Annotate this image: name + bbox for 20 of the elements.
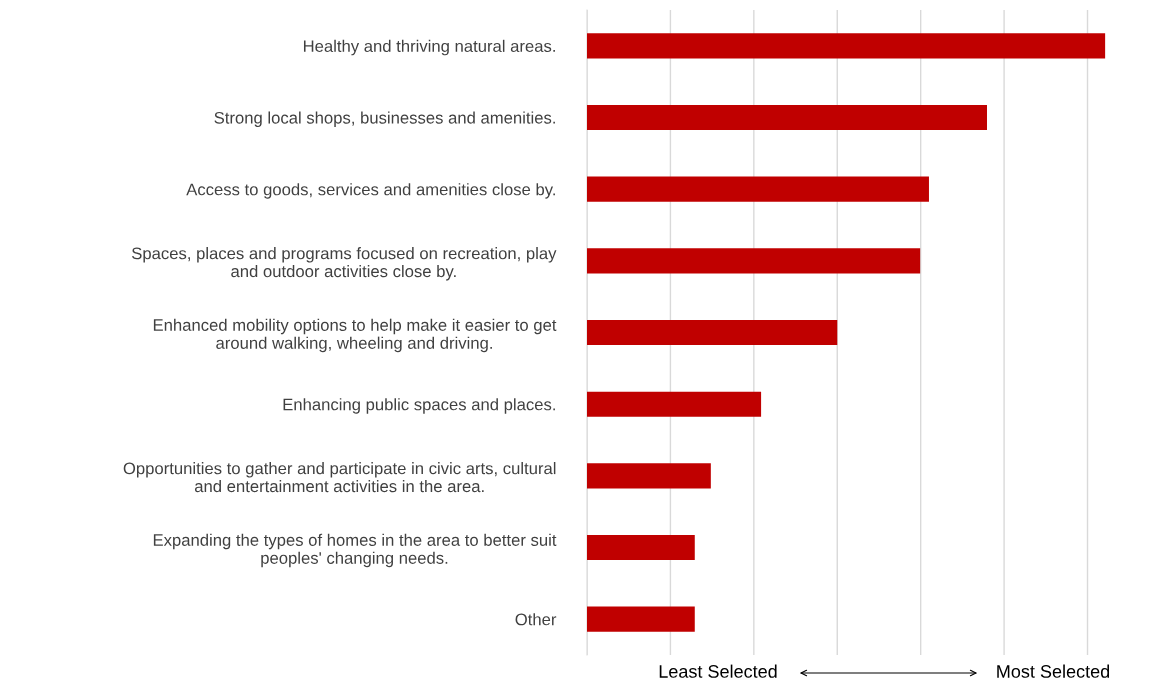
y-tick-label: Healthy and thriving natural areas. — [303, 39, 555, 56]
y-tick-label: Expanding the types of homes in the area to better suit peoples' changing needs. — [153, 533, 557, 568]
bar — [587, 463, 711, 489]
y-tick-label: Spaces, places and programs focused on recreation, play and outdoor activities close by. — [131, 247, 557, 281]
y-tick-label: Strong local shops, businesses and amenities. — [214, 111, 555, 127]
text: Least Selected — [659, 664, 777, 678]
bar — [587, 176, 929, 202]
bar — [587, 319, 838, 346]
bar — [587, 104, 987, 131]
bar — [587, 33, 1106, 59]
text: Most Selected — [997, 664, 1110, 678]
y-tick-label: Enhancing public spaces and places. — [283, 398, 555, 414]
bar — [587, 391, 762, 417]
bar — [587, 534, 695, 561]
bar — [587, 248, 921, 274]
y-tick-label: Enhanced mobility options to help make it easier to get around walking, wheeling and driving. — [153, 318, 557, 353]
y-tick-label: Access to goods, services and amenities close by. — [186, 183, 555, 199]
y-tick-label: Other — [515, 613, 557, 626]
bar — [587, 606, 695, 632]
y-tick-label: Opportunities to gather and participate in civic arts, cultural and entertainment activities in the area. — [123, 462, 556, 493]
